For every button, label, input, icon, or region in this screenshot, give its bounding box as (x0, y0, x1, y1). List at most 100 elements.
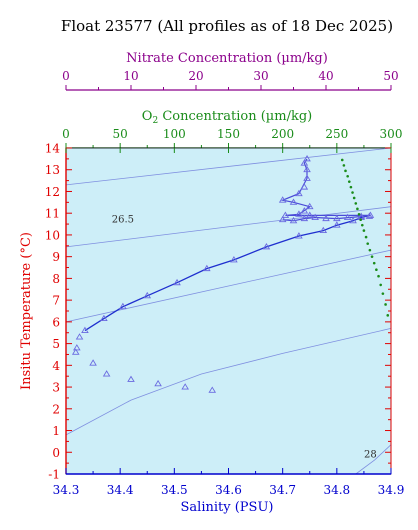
nitrate-axis-tick-label: 20 (188, 69, 203, 83)
data-point-dot (347, 180, 351, 183)
density-contour (65, 206, 392, 248)
y-tick-label: 12 (45, 185, 60, 199)
data-point-dot (368, 248, 372, 252)
contour-label: 26.5 (112, 215, 134, 226)
nitrate-axis-tick-label: 50 (383, 69, 398, 83)
data-point-triangle (71, 348, 80, 355)
data-point-triangle (322, 214, 330, 222)
data-series (71, 154, 390, 393)
nitrate-axis-tick-label: 10 (123, 69, 138, 83)
data-point-triangle (262, 243, 271, 250)
data-point-dot (346, 174, 349, 178)
data-point-triangle (100, 314, 108, 322)
data-point-dot (377, 274, 380, 278)
data-point-dot (340, 158, 344, 162)
contour-label: 28 (364, 449, 377, 460)
data-point-triangle (303, 154, 311, 162)
o2-axis-tick-label: 0 (62, 127, 70, 141)
data-point-triangle (289, 216, 298, 224)
data-point-triangle (300, 159, 309, 166)
data-point-triangle (319, 226, 328, 234)
data-point-triangle (305, 202, 314, 210)
density-contour (355, 444, 392, 475)
data-point-dot (384, 303, 387, 306)
data-point-triangle (333, 221, 341, 228)
density-contour (65, 328, 392, 436)
y-tick-label: 9 (52, 250, 60, 264)
data-point-dot (349, 185, 353, 189)
data-point-dot (362, 229, 366, 232)
data-point-triangle (305, 211, 314, 218)
data-point-dot (354, 202, 358, 205)
density-contour (65, 147, 392, 186)
data-point-dot (381, 292, 385, 295)
x-tick-label: 34.8 (323, 483, 350, 497)
data-point-triangle (333, 214, 341, 222)
data-point-triangle (295, 189, 303, 197)
data-point-triangle (303, 174, 311, 181)
y-tick-label: 7 (52, 294, 60, 308)
o2-axis: 0 50 100 150 200 250 300 (62, 127, 403, 149)
data-point-triangle (119, 302, 127, 310)
y-tick-label: 13 (45, 163, 60, 177)
x-tick-label: 34.5 (161, 483, 188, 497)
x-tick-label: 34.4 (107, 483, 134, 497)
data-point-dot (375, 268, 378, 272)
o2-axis-label: O2 Concentration (µm/kg) (142, 109, 312, 126)
o2-axis-tick-label: 100 (163, 127, 186, 141)
data-point-triangle (278, 196, 287, 203)
o2-axis-tick-label: 300 (380, 127, 403, 141)
data-point-triangle (102, 370, 111, 377)
data-point-triangle (143, 291, 152, 299)
data-point-triangle (81, 326, 89, 334)
data-point-triangle (181, 383, 189, 390)
y-tick-label: 0 (52, 446, 60, 460)
x-tick-label: 34.6 (215, 483, 242, 497)
y-tick-label: 8 (52, 272, 60, 286)
o2-axis-tick-label: 150 (217, 127, 240, 141)
data-point-triangle (230, 256, 238, 263)
x-tick-label: 34.3 (53, 483, 80, 497)
y-tick-label: 4 (52, 359, 60, 373)
data-point-triangle (343, 213, 352, 220)
data-point-triangle (295, 232, 303, 239)
data-point-triangle (154, 379, 162, 387)
data-point-dot (372, 261, 376, 265)
data-point-dot (386, 314, 390, 317)
nitrate-axis-tick-label: 30 (253, 69, 268, 83)
data-point-triangle (300, 207, 309, 214)
chart-title: Float 23577 (All profiles as of 18 Dec 2… (61, 17, 393, 35)
temperature-axis-label: Insitu Temperature (°C) (19, 232, 34, 390)
data-point-dot (379, 283, 383, 287)
data-point-triangle (75, 333, 84, 340)
data-point-dot (357, 212, 361, 216)
data-point-triangle (311, 213, 319, 220)
data-point-triangle (295, 210, 303, 217)
data-point-dot (366, 242, 370, 245)
data-point-dot (364, 235, 368, 239)
y-tick-label: 11 (45, 207, 60, 221)
nitrate-axis-tick-label: 0 (62, 69, 70, 83)
o2-axis-tick-label: 250 (325, 127, 348, 141)
plot-area (65, 147, 392, 475)
y-tick-label: 10 (45, 228, 60, 242)
data-point-dot (351, 191, 354, 194)
y-tick-label: 5 (52, 337, 60, 351)
data-point-triangle (127, 375, 135, 382)
o2-axis-tick-label: 200 (271, 127, 294, 141)
data-point-triangle (303, 165, 311, 173)
y-tick-label: 1 (52, 424, 60, 438)
nitrate-axis: 0 10 20 30 40 50 (62, 69, 399, 91)
y-tick-label: 6 (52, 315, 60, 329)
data-point-triangle (349, 216, 357, 224)
data-point-triangle (366, 211, 375, 218)
density-contours: 26.5 28 (65, 147, 392, 475)
data-point-dot (356, 207, 359, 211)
data-point-triangle (357, 212, 366, 219)
data-point-triangle (289, 198, 298, 205)
data-point-triangle (300, 183, 309, 190)
data-point-triangle (281, 211, 290, 218)
data-point-dot (360, 223, 364, 227)
